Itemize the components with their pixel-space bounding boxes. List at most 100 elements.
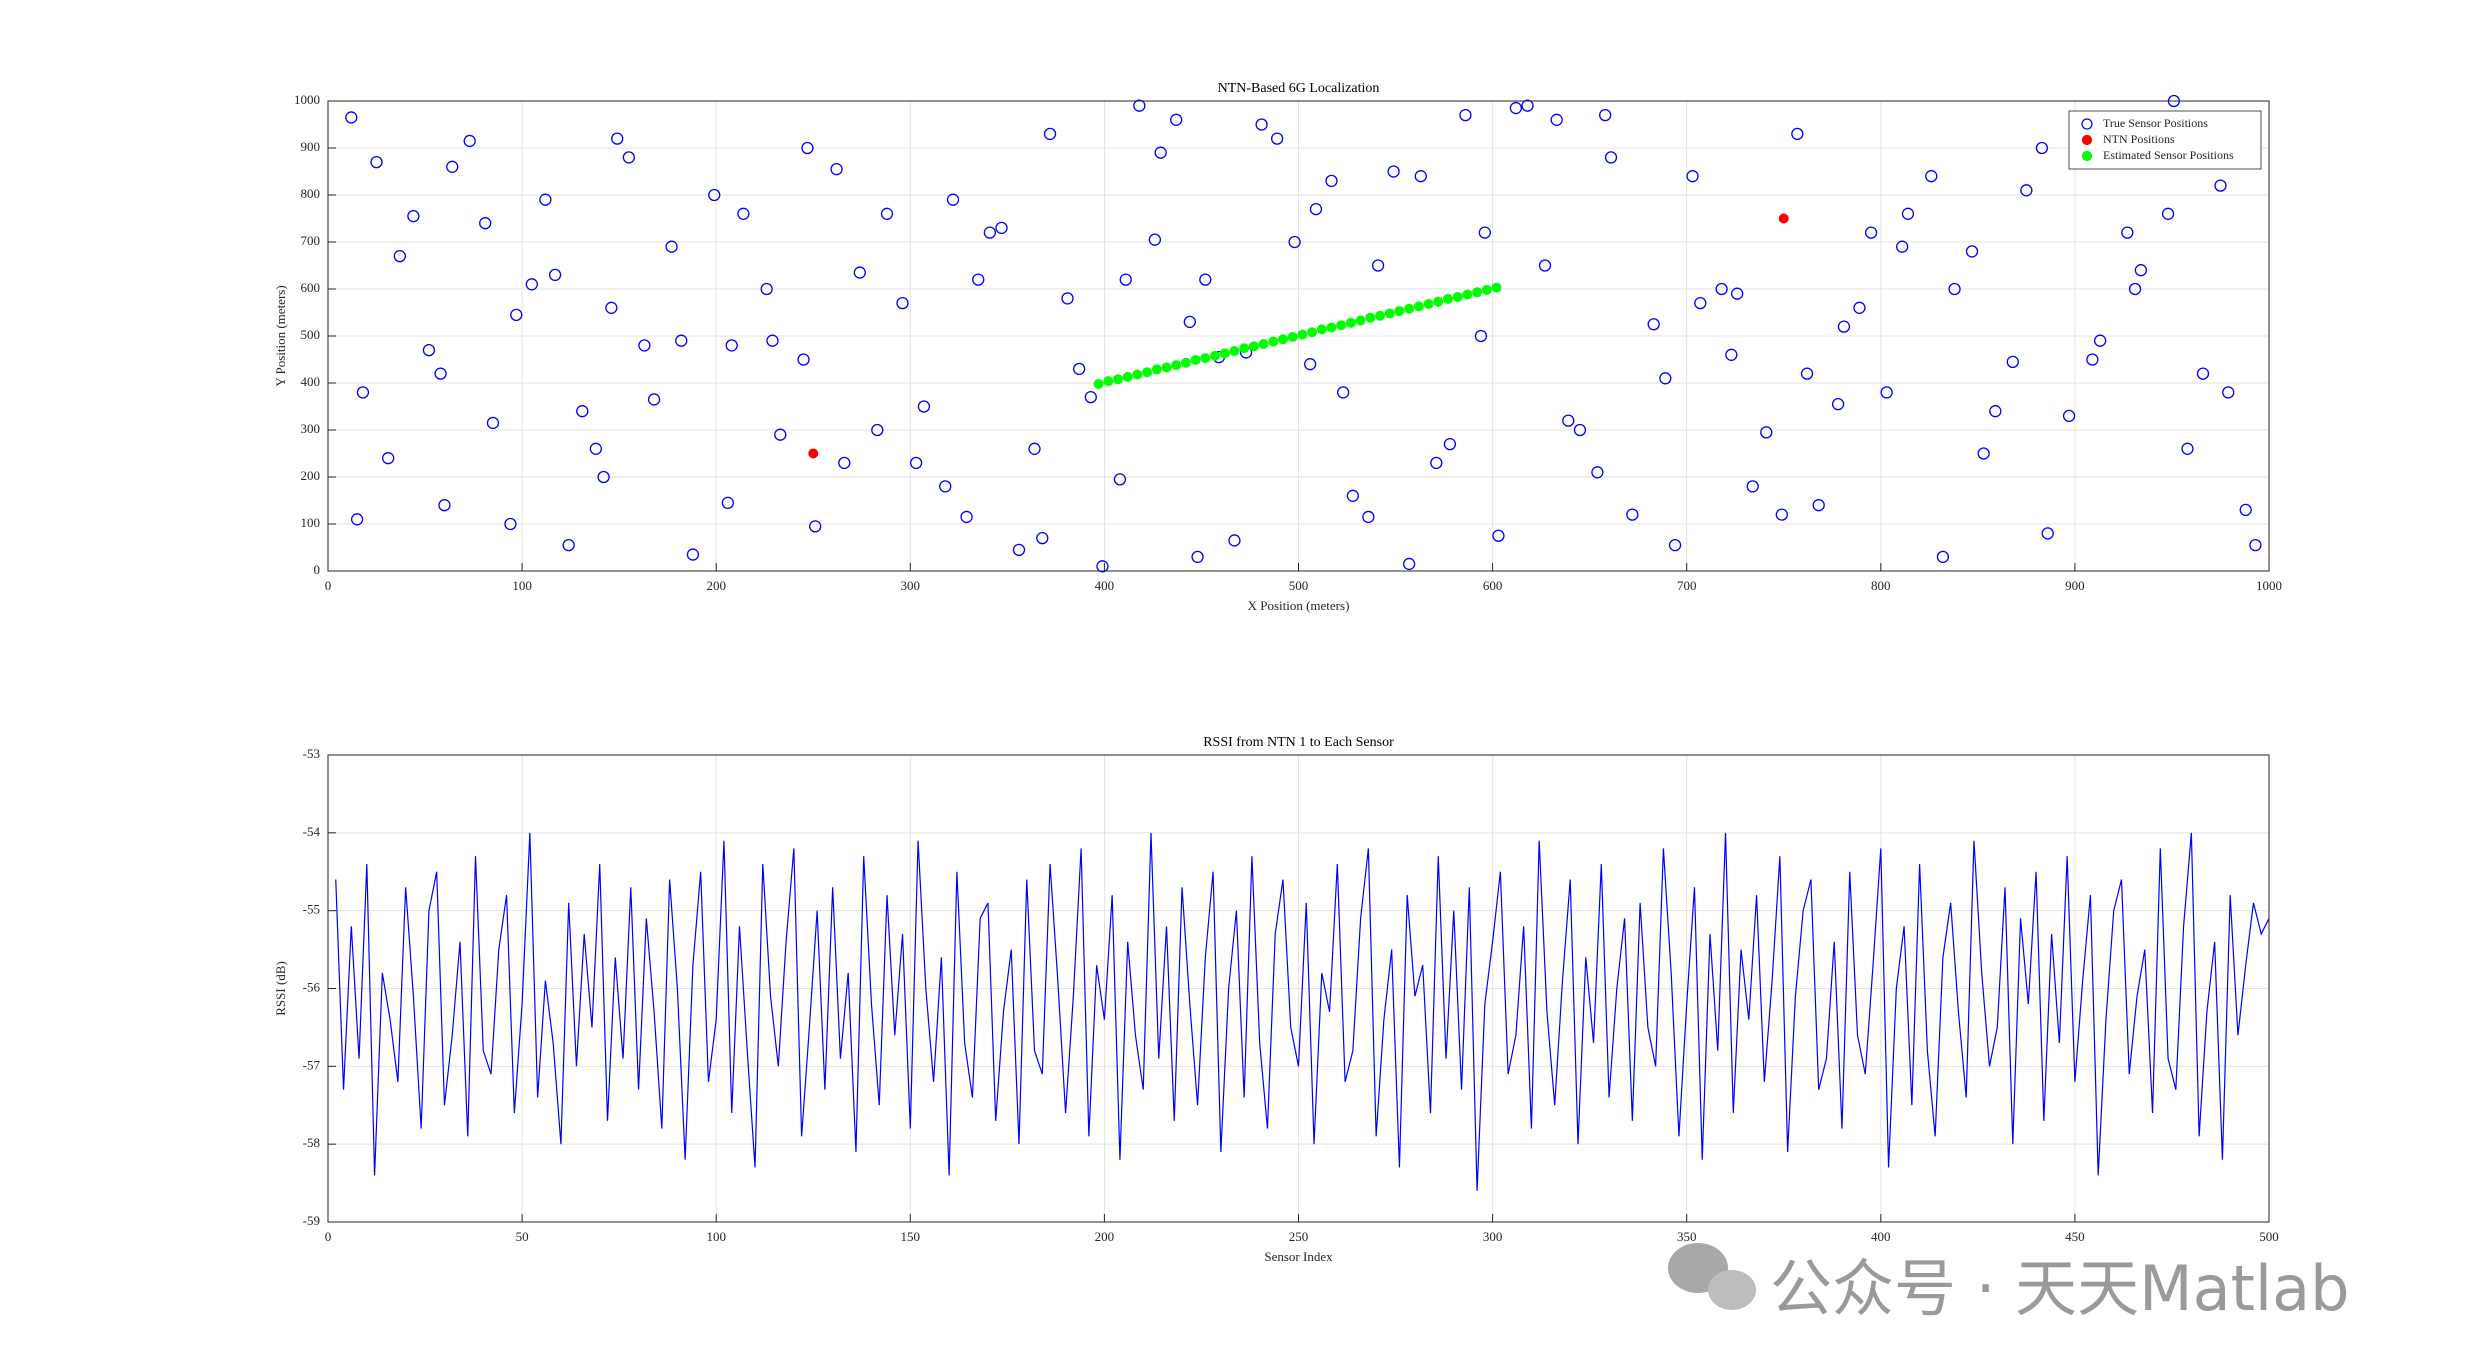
scatter-point — [774, 428, 787, 441]
scatter-point — [1191, 550, 1204, 564]
scatter-point — [1171, 360, 1182, 371]
legend-box — [2068, 110, 2262, 170]
scatter-point — [510, 308, 523, 322]
scatter-point — [1151, 364, 1162, 375]
scatter-point — [809, 520, 822, 533]
scatter-point — [1170, 113, 1183, 126]
scatter-point — [370, 155, 383, 169]
x-tick-label: 450 — [2065, 1229, 2085, 1244]
scatter-point — [1239, 343, 1250, 354]
chart-title: RSSI from NTN 1 to Each Sensor — [1203, 735, 1394, 750]
scatter-point — [1161, 362, 1172, 373]
scatter-point — [525, 278, 538, 291]
scatter-point — [1433, 296, 1444, 307]
scatter-point — [1200, 353, 1211, 364]
scatter-point — [1812, 499, 1825, 512]
y-tick-label: -53 — [303, 746, 320, 761]
scatter-point — [1154, 146, 1167, 159]
scatter-point — [1036, 531, 1049, 545]
y-tick-label: 600 — [301, 280, 321, 295]
scatter-point — [2062, 409, 2076, 423]
scatter-point — [597, 470, 610, 484]
x-tick-label: 400 — [1095, 578, 1115, 593]
scatter-point — [2222, 386, 2235, 399]
scatter-point — [1864, 226, 1878, 239]
scatter-point — [1478, 226, 1491, 239]
x-tick-label: 150 — [901, 1229, 921, 1244]
chart-title: NTN-Based 6G Localization — [1218, 81, 1380, 96]
scatter-point — [1210, 350, 1221, 361]
line-series — [335, 832, 2270, 1191]
scatter-point — [1365, 312, 1376, 323]
y-tick-label: 100 — [301, 515, 321, 530]
scatter-point — [1345, 317, 1356, 328]
scatter-point — [1112, 374, 1123, 385]
scatter-point — [1355, 315, 1366, 326]
scatter-point — [2161, 207, 2175, 220]
y-tick-label: 200 — [301, 468, 321, 483]
scatter-point — [721, 496, 734, 510]
scatter-point — [504, 517, 517, 531]
scatter-point — [350, 513, 364, 526]
scatter-point — [1404, 303, 1415, 314]
legend: True Sensor Positions NTN Positions Estima… — [2068, 110, 2262, 170]
scatter-point — [1731, 287, 1744, 300]
x-tick-label: 50 — [516, 1229, 529, 1244]
watermark: 公众号 · 天天Matlab — [1770, 1252, 2350, 1325]
scatter-point — [972, 273, 985, 286]
scatter-point — [345, 111, 358, 124]
x-tick-label: 350 — [1677, 1229, 1697, 1244]
scatter-point — [1277, 334, 1288, 345]
scatter-point — [1443, 437, 1457, 451]
scatter-point — [2239, 503, 2252, 517]
scatter-point — [1837, 320, 1851, 333]
scatter-point — [1219, 348, 1230, 359]
scatter-point — [1307, 327, 1318, 338]
scatter-point — [853, 266, 866, 279]
scatter-point — [1142, 367, 1153, 378]
scatter-point — [1591, 466, 1604, 479]
y-tick-label: -55 — [303, 902, 320, 917]
scatter-point — [1183, 315, 1196, 329]
scatter-point — [438, 499, 451, 512]
scatter-point — [1474, 329, 1488, 343]
y-tick-label: -56 — [303, 979, 321, 994]
scatter-point — [1800, 367, 1814, 380]
scatter-point — [708, 188, 721, 202]
scatter-point — [960, 510, 973, 524]
scatter-point — [995, 221, 1008, 235]
scatter-point — [1287, 331, 1298, 342]
scatter-point — [1180, 357, 1191, 368]
scatter-point — [1647, 318, 1660, 331]
scatter-point — [917, 400, 931, 413]
x-tick-label: 0 — [325, 578, 332, 593]
scatter-point — [647, 393, 661, 406]
scatter-point — [1562, 414, 1575, 427]
x-axis-label: X Position (meters) — [1248, 598, 1350, 613]
scatter-point — [760, 282, 773, 296]
scatter-point — [1270, 132, 1284, 145]
scatter-point — [1346, 489, 1359, 502]
scatter-point — [1550, 113, 1563, 126]
scatter-point — [1659, 372, 1672, 385]
scatter-point — [356, 386, 370, 399]
scatter-point — [1442, 293, 1453, 304]
scatter-point — [434, 367, 447, 380]
scatter-point — [1394, 306, 1405, 317]
legend-label: Estimated Sensor Positions — [2103, 148, 2234, 162]
scatter-point — [1303, 358, 1317, 371]
scatter-point — [1668, 539, 1682, 552]
scatter-point — [1103, 376, 1114, 387]
scatter-point — [946, 193, 960, 206]
scatter-point — [1316, 324, 1327, 335]
scatter-point — [1122, 371, 1133, 382]
scatter-point — [2086, 353, 2099, 366]
scatter-point — [562, 539, 575, 552]
y-axis-label: RSSI (dB) — [273, 961, 288, 1016]
scatter-point — [725, 339, 738, 352]
scatter-point — [686, 548, 700, 561]
scatter-point — [548, 268, 562, 282]
scatter-point — [463, 134, 476, 148]
y-tick-label: 500 — [301, 327, 321, 342]
legend-marker — [2081, 118, 2093, 130]
